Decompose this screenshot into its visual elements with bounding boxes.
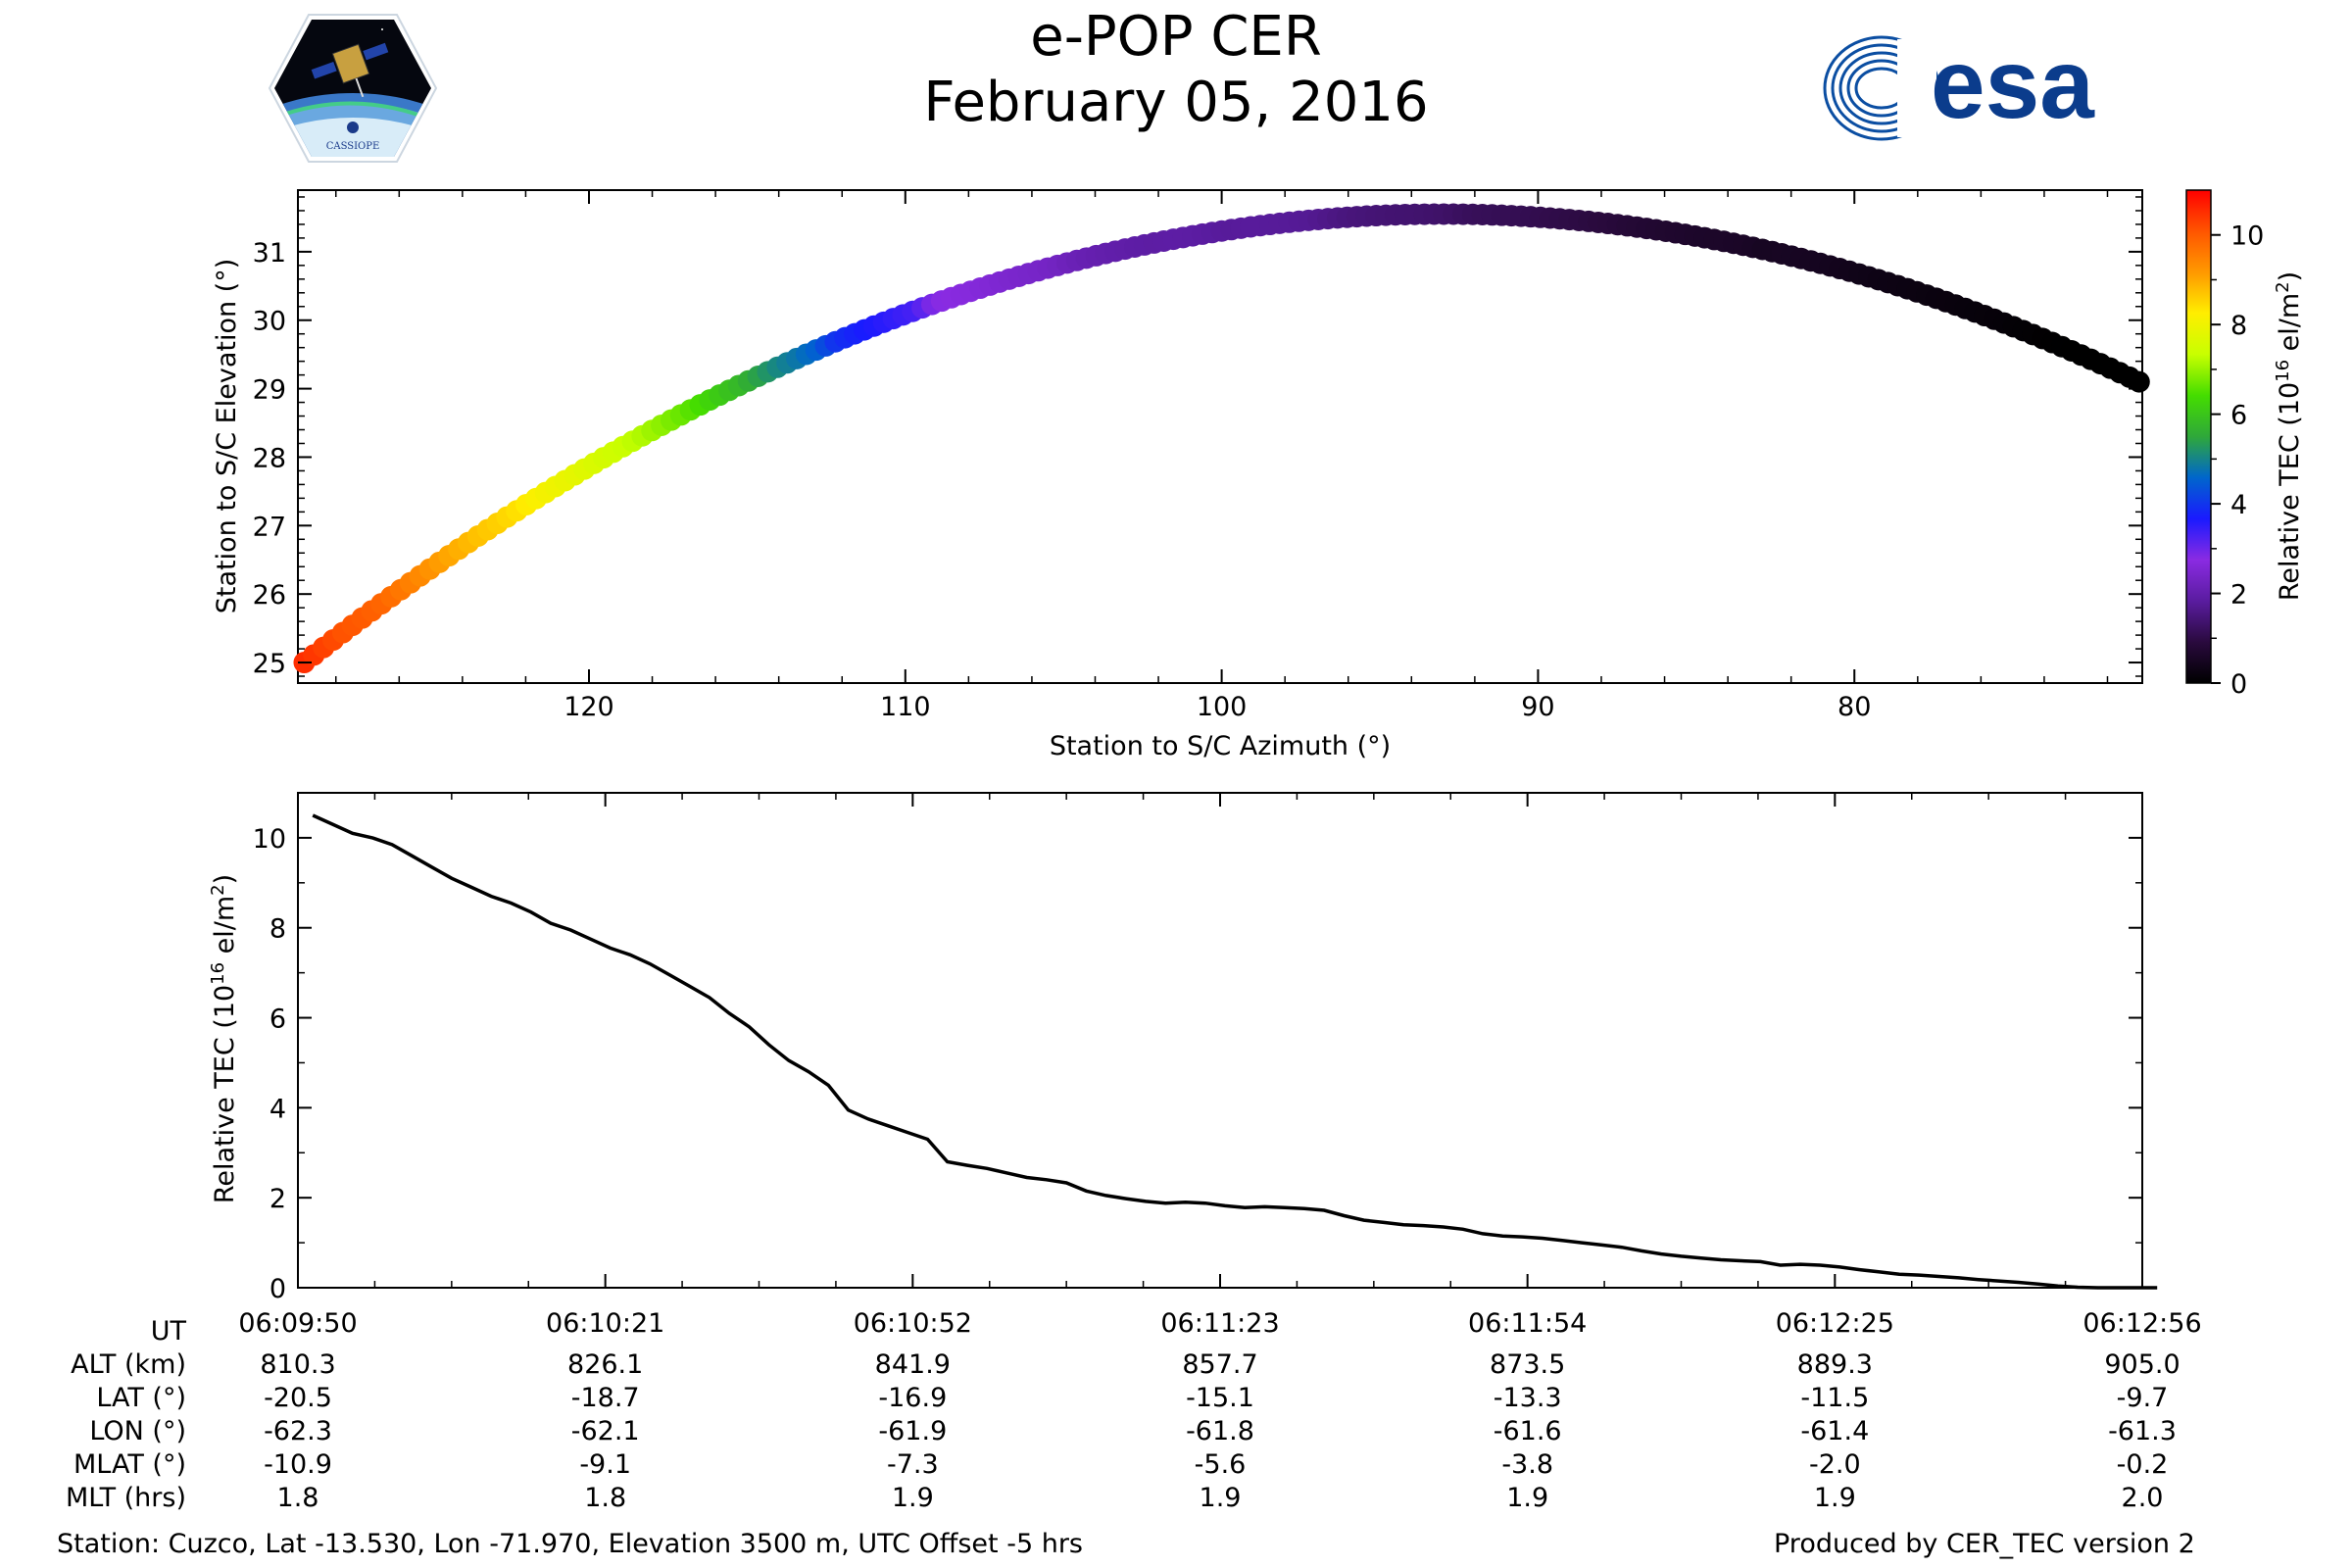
table-cell: -18.7 (571, 1383, 640, 1413)
table-cell: 1.9 (1814, 1483, 1856, 1513)
track-point (2128, 370, 2150, 393)
colorbar-label: Relative TEC (1016 el/m2) (2273, 271, 2305, 601)
produced-by: Produced by CER_TEC version 2 (1774, 1529, 2195, 1559)
table-cell: 1.8 (277, 1483, 319, 1513)
table-cell: -61.6 (1494, 1416, 1562, 1446)
table-cell: -9.7 (2117, 1383, 2169, 1413)
table-row-label: LON (°) (89, 1416, 186, 1446)
table-cell: 905.0 (2104, 1349, 2180, 1380)
table-cell: -15.1 (1186, 1383, 1254, 1413)
table-cell: 1.8 (584, 1483, 626, 1513)
table-cell: 889.3 (1797, 1349, 1873, 1380)
page-date: February 05, 2016 (923, 71, 1429, 134)
x-tick-label: 80 (1838, 692, 1871, 722)
table-cell: -10.9 (264, 1449, 332, 1480)
x-tick-label: 90 (1521, 692, 1554, 722)
table-cell: -9.1 (579, 1449, 631, 1480)
table-row-label: ALT (km) (71, 1349, 186, 1380)
colorbar-tick-label: 4 (2230, 490, 2247, 520)
colorbar-tick-label: 6 (2230, 401, 2247, 431)
table-row-label: UT (151, 1316, 187, 1347)
bottom-plot-frame (297, 792, 2143, 1289)
y-tick-label: 29 (253, 375, 286, 406)
table-cell: 1.9 (892, 1483, 934, 1513)
top-y-axis-label: Station to S/C Elevation (°) (212, 259, 242, 614)
colorbar-tick-label: 8 (2230, 311, 2247, 341)
station-info: Station: Cuzco, Lat -13.530, Lon -71.970… (57, 1529, 1083, 1559)
table-cell: 810.3 (260, 1349, 335, 1380)
table-row-label: MLAT (°) (74, 1449, 186, 1480)
x-tick-label: 120 (564, 692, 614, 722)
table-cell: 06:10:52 (854, 1308, 972, 1339)
y-tick-label: 30 (253, 307, 286, 337)
table-cell: 841.9 (875, 1349, 951, 1380)
table-cell: -62.1 (571, 1416, 640, 1446)
y-tick-label: 31 (253, 238, 286, 269)
svg-text:CASSIOPE: CASSIOPE (326, 141, 380, 152)
esa-logo: esa (1823, 29, 2095, 141)
table-cell: 06:09:50 (238, 1308, 357, 1339)
table-cell: -5.6 (1195, 1449, 1247, 1480)
table-cell: 06:11:23 (1160, 1308, 1279, 1339)
table-cell: -62.3 (264, 1416, 332, 1446)
table-cell: 857.7 (1182, 1349, 1257, 1380)
colorbar-tick-label: 0 (2230, 669, 2247, 700)
x-tick-label: 110 (880, 692, 931, 722)
colorbar-tick-label: 10 (2230, 221, 2264, 252)
table-cell: -20.5 (264, 1383, 332, 1413)
table-cell: -61.3 (2108, 1416, 2177, 1446)
y-tick-label: 28 (253, 443, 286, 473)
table-cell: -0.2 (2117, 1449, 2169, 1480)
tec-series-line (312, 813, 2158, 1290)
y-tick-label: 27 (253, 512, 286, 542)
table-cell: 1.9 (1506, 1483, 1548, 1513)
table-cell: -3.8 (1501, 1449, 1553, 1480)
table-cell: -61.8 (1186, 1416, 1254, 1446)
table-cell: 873.5 (1490, 1349, 1565, 1380)
table-cell: 06:10:21 (546, 1308, 664, 1339)
table-cell: -11.5 (1800, 1383, 1869, 1413)
table-cell: 2.0 (2122, 1483, 2164, 1513)
table-cell: 06:12:25 (1776, 1308, 1894, 1339)
x-tick-label: 100 (1197, 692, 1248, 722)
table-cell: -13.3 (1494, 1383, 1562, 1413)
y-tick-label: 6 (270, 1004, 286, 1035)
esa-wordmark: esa (1931, 29, 2095, 139)
top-x-axis-label: Station to S/C Azimuth (°) (1050, 731, 1391, 761)
table-cell: -7.3 (887, 1449, 939, 1480)
colorbar: 0 2 4 6 8 10 Relative TEC (1016 el/m2) (2185, 189, 2305, 700)
colorbar-tick-label: 2 (2230, 580, 2247, 611)
table-cell: -61.9 (878, 1416, 947, 1446)
y-tick-label: 26 (253, 580, 286, 611)
cassiope-logo: CASSIOPE (268, 14, 438, 163)
table-row-label: LAT (°) (96, 1383, 186, 1413)
table-cell: 06:11:54 (1468, 1308, 1587, 1339)
table-cell: 06:12:56 (2082, 1308, 2201, 1339)
table-cell: 1.9 (1200, 1483, 1242, 1513)
table-cell: -61.4 (1800, 1416, 1869, 1446)
tec-time-series-plot: 0 2 4 6 8 10 Relative TEC (1016 el/m2) (208, 792, 2158, 1304)
y-tick-label: 2 (270, 1184, 286, 1214)
y-tick-label: 0 (270, 1274, 286, 1304)
y-tick-label: 25 (253, 649, 286, 679)
top-plot-frame (297, 189, 2143, 684)
y-tick-label: 8 (270, 914, 286, 945)
y-tick-label: 4 (270, 1094, 286, 1124)
table-row-label: MLT (hrs) (66, 1483, 186, 1513)
table-cell: -16.9 (878, 1383, 947, 1413)
colorbar-gradient (2185, 189, 2212, 684)
table-cell: -2.0 (1809, 1449, 1861, 1480)
table-cell: 826.1 (567, 1349, 643, 1380)
y-tick-label: 10 (253, 824, 286, 855)
azimuth-elevation-plot: 120 110 100 90 80 25 26 27 28 29 30 31 Station to S… (212, 189, 2150, 761)
bottom-y-axis-label: Relative TEC (1016 el/m2) (208, 874, 240, 1203)
page-title: e-POP CER (1030, 5, 1322, 69)
